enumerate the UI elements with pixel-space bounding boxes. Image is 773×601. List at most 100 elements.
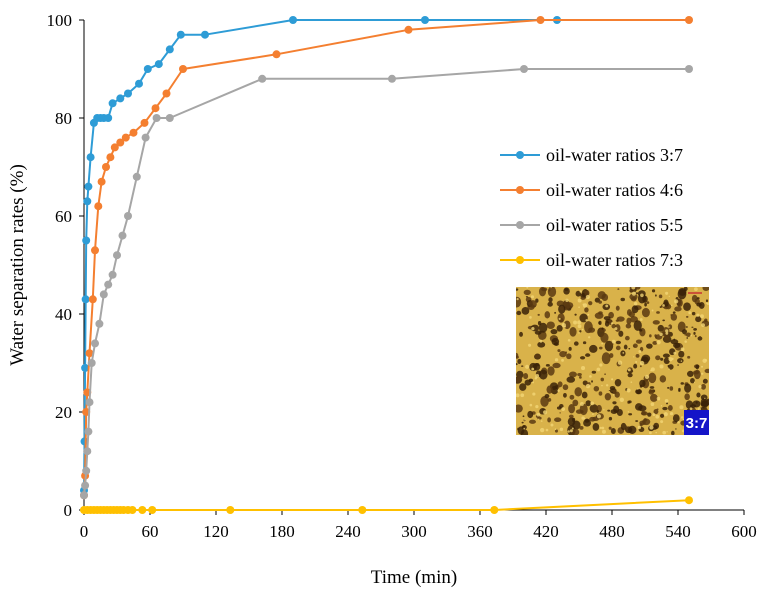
inset-micrograph: 3:7: [516, 287, 709, 435]
inset-droplet: [655, 355, 661, 361]
inset-droplet: [633, 363, 638, 369]
inset-droplet: [660, 357, 664, 361]
inset-highlight: [538, 418, 540, 421]
inset-droplet: [572, 399, 579, 407]
data-point: [121, 133, 130, 142]
inset-droplet: [545, 363, 550, 367]
inset-droplet: [685, 315, 689, 318]
inset-droplet: [528, 378, 534, 383]
legend-marker: [516, 186, 524, 194]
inset-droplet: [641, 411, 647, 416]
inset-highlight: [564, 325, 566, 328]
inset-highlight: [601, 342, 604, 345]
inset-droplet: [527, 410, 534, 419]
inset-highlight: [567, 430, 570, 433]
inset-highlight: [526, 287, 529, 289]
inset-highlight: [696, 313, 700, 317]
inset-highlight: [690, 334, 693, 337]
inset-droplet: [598, 391, 603, 396]
inset-highlight: [662, 304, 665, 307]
data-point: [272, 50, 281, 59]
inset-highlight: [680, 360, 683, 362]
inset-droplet: [615, 340, 622, 345]
data-point: [83, 447, 92, 456]
inset-droplet: [600, 377, 605, 382]
data-point: [104, 114, 113, 122]
inset-droplet: [525, 296, 529, 298]
inset-droplet: [675, 428, 677, 430]
inset-droplet: [638, 328, 643, 332]
inset-highlight: [635, 361, 638, 364]
inset-droplet: [686, 337, 689, 339]
data-point: [124, 89, 132, 98]
x-tick-label: 360: [467, 522, 493, 541]
data-point: [152, 114, 161, 122]
data-point: [81, 295, 90, 304]
inset-droplet: [521, 421, 524, 424]
inset-highlight: [639, 318, 643, 322]
series-1: [80, 16, 561, 495]
inset-droplet: [668, 324, 673, 330]
inset-highlight: [520, 393, 525, 398]
data-point: [80, 491, 88, 500]
inset-droplet: [553, 342, 559, 346]
inset-droplet: [669, 386, 674, 391]
inset-droplet: [523, 373, 529, 380]
inset-highlight: [651, 309, 654, 312]
inset-droplet: [565, 351, 567, 354]
inset-droplet: [546, 321, 555, 330]
inset-highlight: [528, 343, 532, 347]
inset-droplet: [641, 307, 650, 318]
inset-droplet: [648, 389, 654, 395]
inset-droplet: [635, 287, 641, 290]
inset-droplet: [662, 353, 670, 358]
inset-droplet: [592, 422, 600, 431]
inset-droplet: [633, 320, 642, 331]
inset-droplet: [563, 287, 570, 295]
inset-highlight: [582, 303, 588, 308]
inset-droplet: [599, 327, 606, 333]
inset-droplet: [608, 389, 611, 392]
inset-droplet: [649, 386, 655, 389]
inset-highlight: [578, 332, 580, 334]
x-tick-label: 540: [665, 522, 691, 541]
inset-droplet: [540, 396, 549, 407]
inset-droplet: [649, 334, 652, 338]
inset-highlight: [701, 372, 704, 375]
inset-droplet: [702, 287, 709, 292]
inset-highlight: [550, 423, 554, 427]
data-point: [128, 506, 137, 514]
inset-droplet: [608, 426, 612, 430]
data-point: [520, 65, 528, 73]
inset-droplet: [651, 289, 656, 293]
inset-droplet: [573, 341, 579, 346]
inset-highlight: [579, 290, 582, 293]
inset-highlight: [656, 340, 661, 345]
inset-droplet: [519, 383, 527, 391]
data-point: [118, 231, 127, 240]
inset-highlight: [680, 347, 685, 352]
inset-highlight: [684, 340, 687, 343]
inset-highlight: [531, 326, 535, 331]
inset-droplet: [684, 334, 687, 336]
inset-droplet: [554, 311, 557, 314]
legend-label: oil-water ratios 7:3: [546, 250, 683, 270]
inset-droplet: [668, 364, 674, 370]
inset-droplet: [589, 416, 596, 422]
data-point: [685, 65, 693, 73]
inset-highlight: [650, 402, 655, 407]
inset-droplet: [671, 430, 675, 435]
inset-droplet: [568, 371, 577, 378]
inset-highlight: [626, 388, 631, 393]
inset-droplet: [695, 316, 702, 323]
inset-highlight: [689, 407, 693, 411]
x-tick-label: 480: [599, 522, 625, 541]
inset-droplet: [673, 414, 677, 418]
inset-droplet: [544, 311, 551, 319]
inset-droplet: [658, 294, 663, 299]
x-tick-label: 180: [269, 522, 295, 541]
data-point: [289, 16, 297, 24]
inset-highlight: [539, 339, 543, 343]
data-point: [84, 182, 93, 191]
inset-highlight: [535, 404, 539, 409]
